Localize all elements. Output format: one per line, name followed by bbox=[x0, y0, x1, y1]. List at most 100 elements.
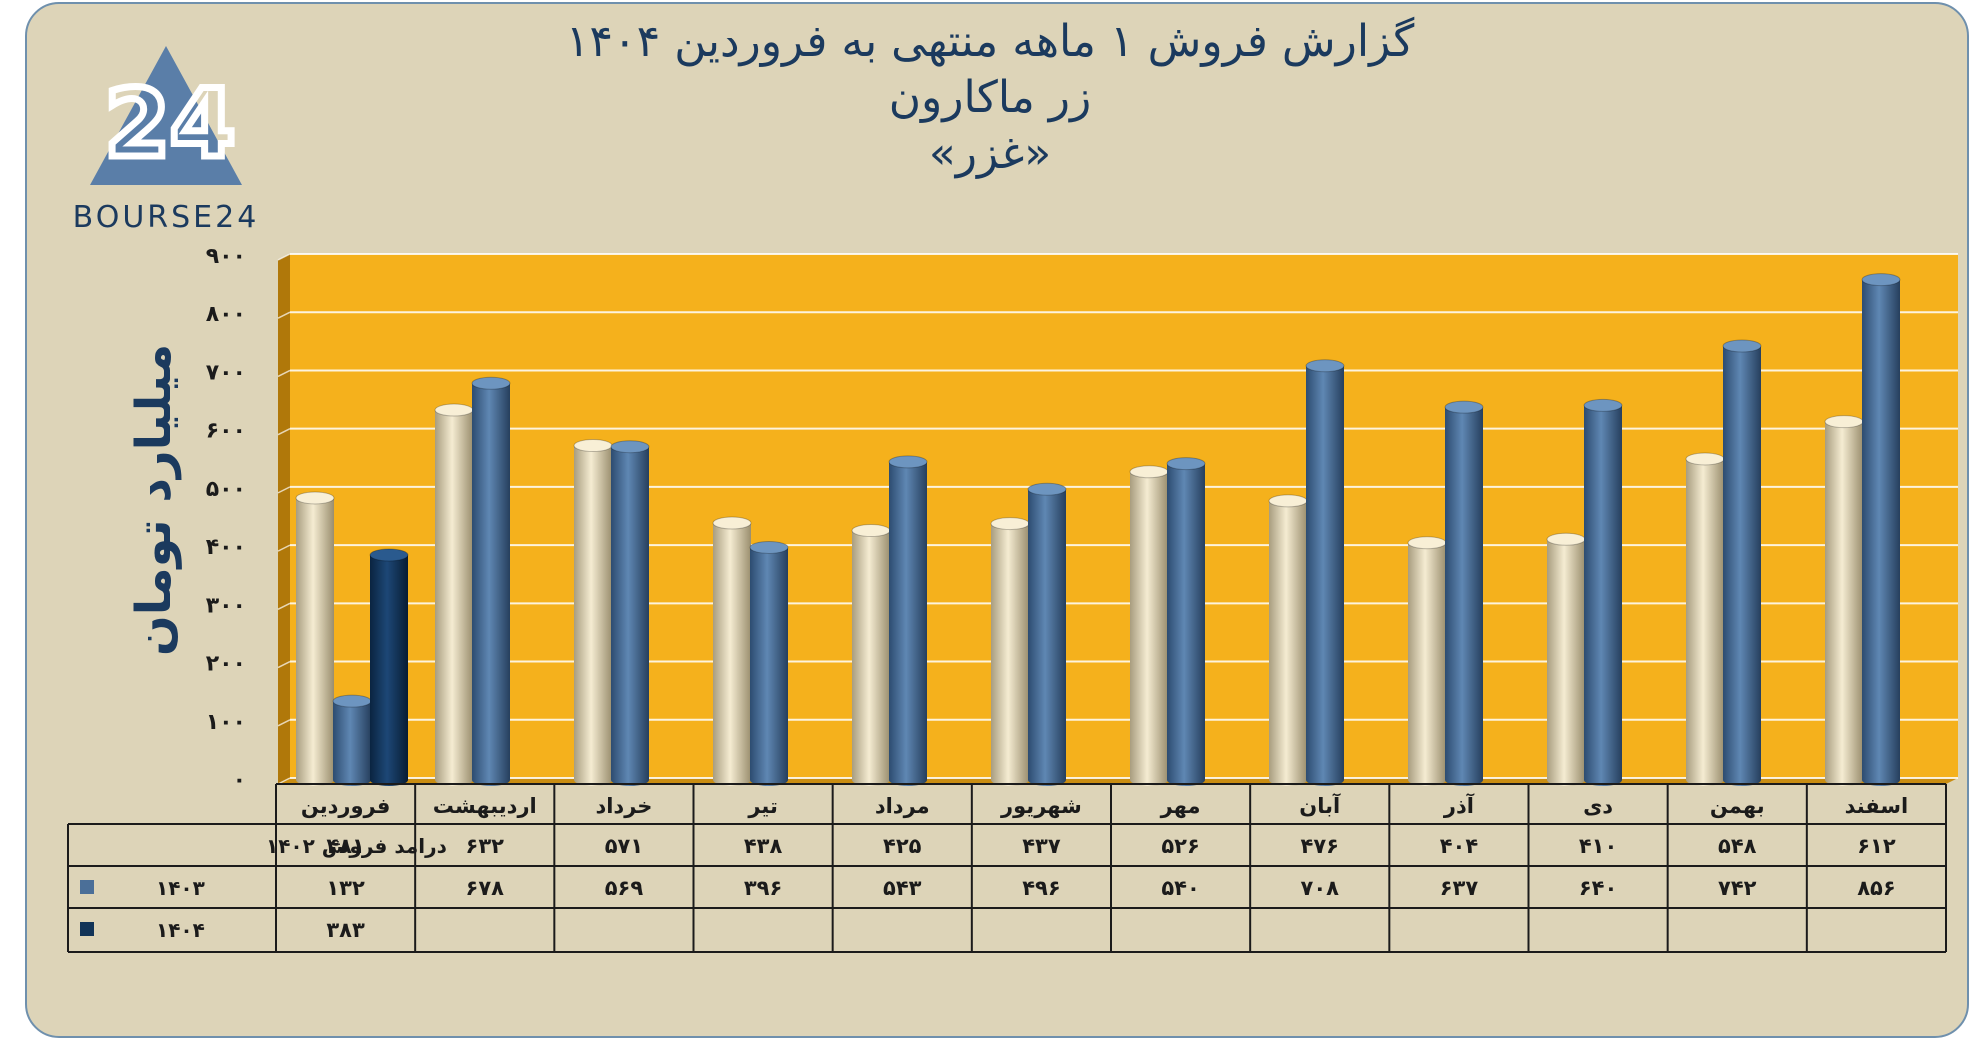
bar-body bbox=[1445, 407, 1483, 786]
bar-top bbox=[712, 516, 752, 530]
y-tick-label: ۷۰۰ bbox=[206, 360, 246, 385]
bourse24-logo: 24 BOURSE24 bbox=[66, 44, 266, 235]
title-block: گزارش فروش ۱ ماهه منتهی به فروردین ۱۴۰۴ … bbox=[560, 14, 1420, 182]
data-label: ۳۸۳ bbox=[326, 918, 365, 942]
bar-body bbox=[1825, 421, 1863, 786]
legend-series-name: ۱۴۰۴ bbox=[156, 918, 205, 942]
gridline-side bbox=[277, 660, 291, 669]
data-label: ۸۵۶ bbox=[1857, 876, 1895, 900]
legend-series-name: درامد فروش ۱۴۰۲ bbox=[266, 834, 447, 858]
bar-top bbox=[749, 540, 789, 554]
bar-top bbox=[1027, 482, 1067, 496]
bar-top bbox=[1305, 359, 1345, 373]
data-label: ۷۴۲ bbox=[1718, 876, 1757, 900]
bar-top bbox=[610, 440, 650, 454]
data-label: ۵۴۰ bbox=[1161, 876, 1199, 900]
data-label: ۶۴۰ bbox=[1579, 876, 1617, 900]
x-category-label: تیر bbox=[747, 794, 778, 818]
bar-body bbox=[296, 497, 334, 786]
bar-top bbox=[1861, 273, 1901, 287]
data-label: ۴۳۸ bbox=[744, 834, 783, 858]
chart-title: گزارش فروش ۱ ماهه منتهی به فروردین ۱۴۰۴ bbox=[565, 16, 1415, 67]
bar-body bbox=[1723, 345, 1761, 786]
bar-top bbox=[295, 491, 335, 505]
data-label: ۴۱۰ bbox=[1579, 834, 1617, 858]
bar-top bbox=[1268, 494, 1308, 508]
bar-top bbox=[1129, 465, 1169, 479]
gridline-side bbox=[277, 719, 291, 727]
bars bbox=[295, 273, 1901, 786]
bar-body bbox=[713, 522, 751, 786]
bar-body bbox=[889, 461, 927, 786]
data-label: ۶۷۸ bbox=[466, 876, 505, 900]
data-label: ۶۱۲ bbox=[1857, 834, 1896, 858]
bar-top bbox=[369, 548, 409, 562]
y-axis-label: میلیارد تومان bbox=[126, 344, 182, 656]
gridline-side bbox=[277, 427, 291, 436]
bar-body bbox=[1167, 463, 1205, 786]
bar-top bbox=[1546, 532, 1586, 546]
bar-body bbox=[333, 701, 371, 786]
gridline-side bbox=[277, 602, 291, 611]
bar-top bbox=[1722, 339, 1762, 353]
gridline-side bbox=[277, 311, 291, 319]
x-category-label: مهر bbox=[1160, 794, 1201, 818]
plot-floor bbox=[278, 778, 1958, 784]
bar-body bbox=[1408, 542, 1446, 786]
x-category-label: شهریور bbox=[1000, 794, 1082, 818]
bar-top bbox=[888, 455, 928, 469]
plot-background bbox=[290, 254, 1958, 778]
gridline-side bbox=[277, 253, 291, 261]
bar-body bbox=[750, 547, 788, 786]
data-label: ۴۷۶ bbox=[1301, 834, 1339, 858]
gridline-side bbox=[277, 486, 291, 494]
y-tick-label: ۵۰۰ bbox=[206, 477, 246, 502]
data-label: ۵۶۹ bbox=[605, 876, 644, 900]
y-tick-label: ۴۰۰ bbox=[206, 535, 246, 560]
x-category-label: آبان bbox=[1299, 793, 1341, 818]
bar-body bbox=[1862, 279, 1900, 786]
gridlines bbox=[277, 253, 1958, 785]
bar-top bbox=[1685, 452, 1725, 466]
legend-series-name: ۱۴۰۳ bbox=[156, 876, 205, 900]
gridline-side bbox=[277, 544, 291, 552]
x-category-label: اسفند bbox=[1845, 794, 1909, 818]
data-label: ۵۷۱ bbox=[605, 834, 643, 858]
x-category-label: خرداد bbox=[595, 794, 652, 818]
data-label: ۶۳۷ bbox=[1440, 876, 1479, 900]
bar-body bbox=[1028, 489, 1066, 786]
y-tick-label: ۸۰۰ bbox=[206, 302, 246, 327]
bar-body bbox=[852, 530, 890, 786]
data-label: ۴۳۷ bbox=[1022, 834, 1061, 858]
y-tick-label: ۳۰۰ bbox=[206, 593, 246, 618]
plot-side-wall bbox=[278, 254, 290, 784]
logo-graphic: 24 BOURSE24 bbox=[73, 46, 256, 235]
y-tick-label: ۲۰۰ bbox=[206, 652, 246, 677]
plot-area bbox=[278, 254, 1958, 784]
bar-body bbox=[611, 446, 649, 786]
x-category-label: آذر bbox=[1443, 793, 1475, 818]
x-category-label: اردیبهشت bbox=[433, 794, 537, 818]
bar-top bbox=[471, 376, 511, 390]
x-category-label: فروردین bbox=[301, 794, 391, 818]
bar-top bbox=[332, 694, 372, 708]
y-tick-label: ۰ bbox=[233, 768, 246, 793]
data-label: ۴۸۱ bbox=[326, 834, 364, 858]
x-category-label: دی bbox=[1583, 794, 1613, 818]
data-label: ۵۴۳ bbox=[883, 876, 922, 900]
bar-top bbox=[851, 524, 891, 538]
logo-digits: 24 bbox=[105, 70, 236, 179]
legend-swatch bbox=[80, 880, 94, 894]
data-label: ۳۹۶ bbox=[744, 876, 782, 900]
bar-top bbox=[1824, 415, 1864, 429]
bar-top bbox=[1444, 400, 1484, 414]
bar-body bbox=[1686, 458, 1724, 786]
x-category-label: مرداد bbox=[875, 794, 930, 818]
data-label: ۴۲۵ bbox=[883, 834, 922, 858]
bar-body bbox=[472, 383, 510, 786]
y-tick-label: ۶۰۰ bbox=[206, 419, 246, 444]
data-label: ۵۴۸ bbox=[1718, 834, 1757, 858]
x-category-label: بهمن bbox=[1710, 794, 1765, 818]
y-axis: ۰ ۱۰۰ ۲۰۰ ۳۰۰ ۴۰۰ ۵۰۰ ۶۰۰ ۷۰۰ ۸۰۰ ۹۰۰ bbox=[206, 244, 246, 793]
